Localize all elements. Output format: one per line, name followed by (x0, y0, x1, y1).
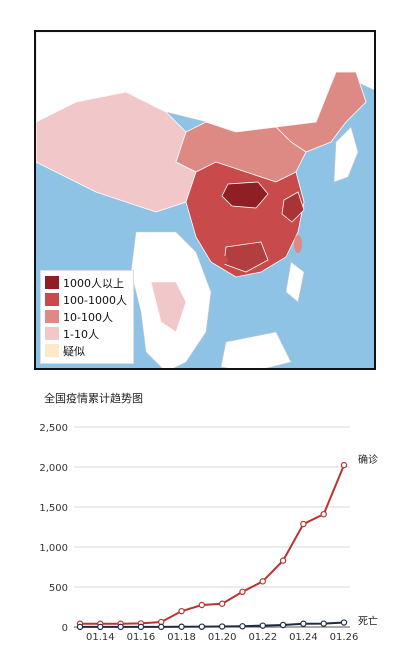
data-point (137, 623, 145, 631)
data-point (239, 623, 246, 630)
data-point (340, 619, 348, 626)
y-tick-label: 0 (62, 623, 68, 634)
x-tick-label: 01.20 (208, 632, 237, 643)
series-label: 死亡 (358, 615, 378, 628)
zhejiang-province (281, 191, 305, 223)
map-legend: 1000人以上 100-1000人 10-100人 1-10人 疑似 (40, 270, 134, 364)
y-tick-label: 500 (49, 583, 68, 594)
data-point (218, 623, 226, 630)
legend-item-1000-plus: 1000人以上 (45, 274, 127, 291)
data-point (178, 623, 185, 630)
series-label: 确诊 (358, 453, 378, 466)
legend-label: 100-1000人 (63, 293, 127, 307)
data-point (320, 620, 327, 627)
data-point (300, 620, 307, 627)
y-tick-label: 1,000 (39, 543, 68, 554)
x-tick-label: 01.22 (248, 632, 277, 643)
x-tick-label: 01.14 (86, 632, 115, 643)
taiwan-island (294, 235, 302, 253)
legend-swatch (45, 293, 59, 306)
data-point (97, 623, 104, 631)
data-point (279, 621, 287, 629)
trend-chart: 0 500 1,000 1,500 2,000 2,500 01.14 01.16 01.18 0… (39, 423, 378, 643)
legend-swatch (45, 310, 59, 323)
data-point (76, 623, 84, 631)
legend-label: 1000人以上 (63, 276, 124, 290)
japan-islands (333, 126, 359, 183)
series-line (80, 621, 345, 628)
data-point (279, 557, 287, 564)
data-point (320, 510, 327, 518)
legend-item-10-100: 10-100人 (45, 308, 127, 325)
data-point (340, 461, 348, 469)
legend-item-100-1000: 100-1000人 (45, 291, 127, 308)
x-tick-label: 01.24 (289, 632, 318, 643)
data-point (178, 607, 185, 615)
hainan-island (214, 255, 228, 265)
data-point (300, 520, 307, 528)
y-tick-label: 1,500 (39, 503, 68, 514)
data-point (239, 588, 246, 595)
legend-label: 10-100人 (63, 310, 113, 324)
data-point (117, 623, 124, 631)
philippines (285, 261, 305, 303)
legend-swatch (45, 327, 59, 340)
x-tick-label: 01.26 (330, 632, 359, 643)
legend-item-1-10: 1-10人 (45, 325, 127, 342)
data-point (218, 600, 226, 607)
legend-item-suspected: 疑似 (45, 342, 127, 359)
hubei-province (221, 181, 269, 209)
epidemic-map: 1000人以上 100-1000人 10-100人 1-10人 疑似 (34, 30, 376, 370)
legend-label: 疑似 (63, 344, 85, 358)
data-point (259, 622, 266, 629)
x-tick-label: 01.18 (167, 632, 196, 643)
central-china (185, 161, 305, 278)
data-point (198, 601, 206, 609)
data-point (198, 623, 206, 630)
data-point (158, 623, 165, 631)
legend-swatch (45, 344, 59, 357)
y-tick-label: 2,500 (39, 423, 68, 434)
y-tick-label: 2,000 (39, 463, 68, 474)
chart-title: 全国疫情累计趋势图 (44, 392, 143, 405)
legend-swatch (45, 276, 59, 289)
x-tick-label: 01.16 (127, 632, 156, 643)
borneo-island (220, 331, 292, 368)
thailand (150, 281, 187, 333)
series-line (80, 464, 345, 625)
legend-label: 1-10人 (63, 327, 99, 341)
data-point (259, 578, 266, 585)
